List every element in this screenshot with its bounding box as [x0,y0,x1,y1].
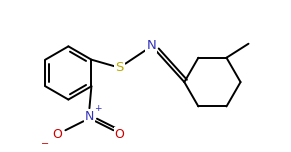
Text: O: O [114,128,124,141]
Text: N: N [85,110,94,123]
Text: −: − [41,139,49,149]
Text: +: + [94,104,101,113]
Text: O: O [52,128,62,141]
Text: S: S [115,61,124,74]
Text: N: N [147,39,156,52]
